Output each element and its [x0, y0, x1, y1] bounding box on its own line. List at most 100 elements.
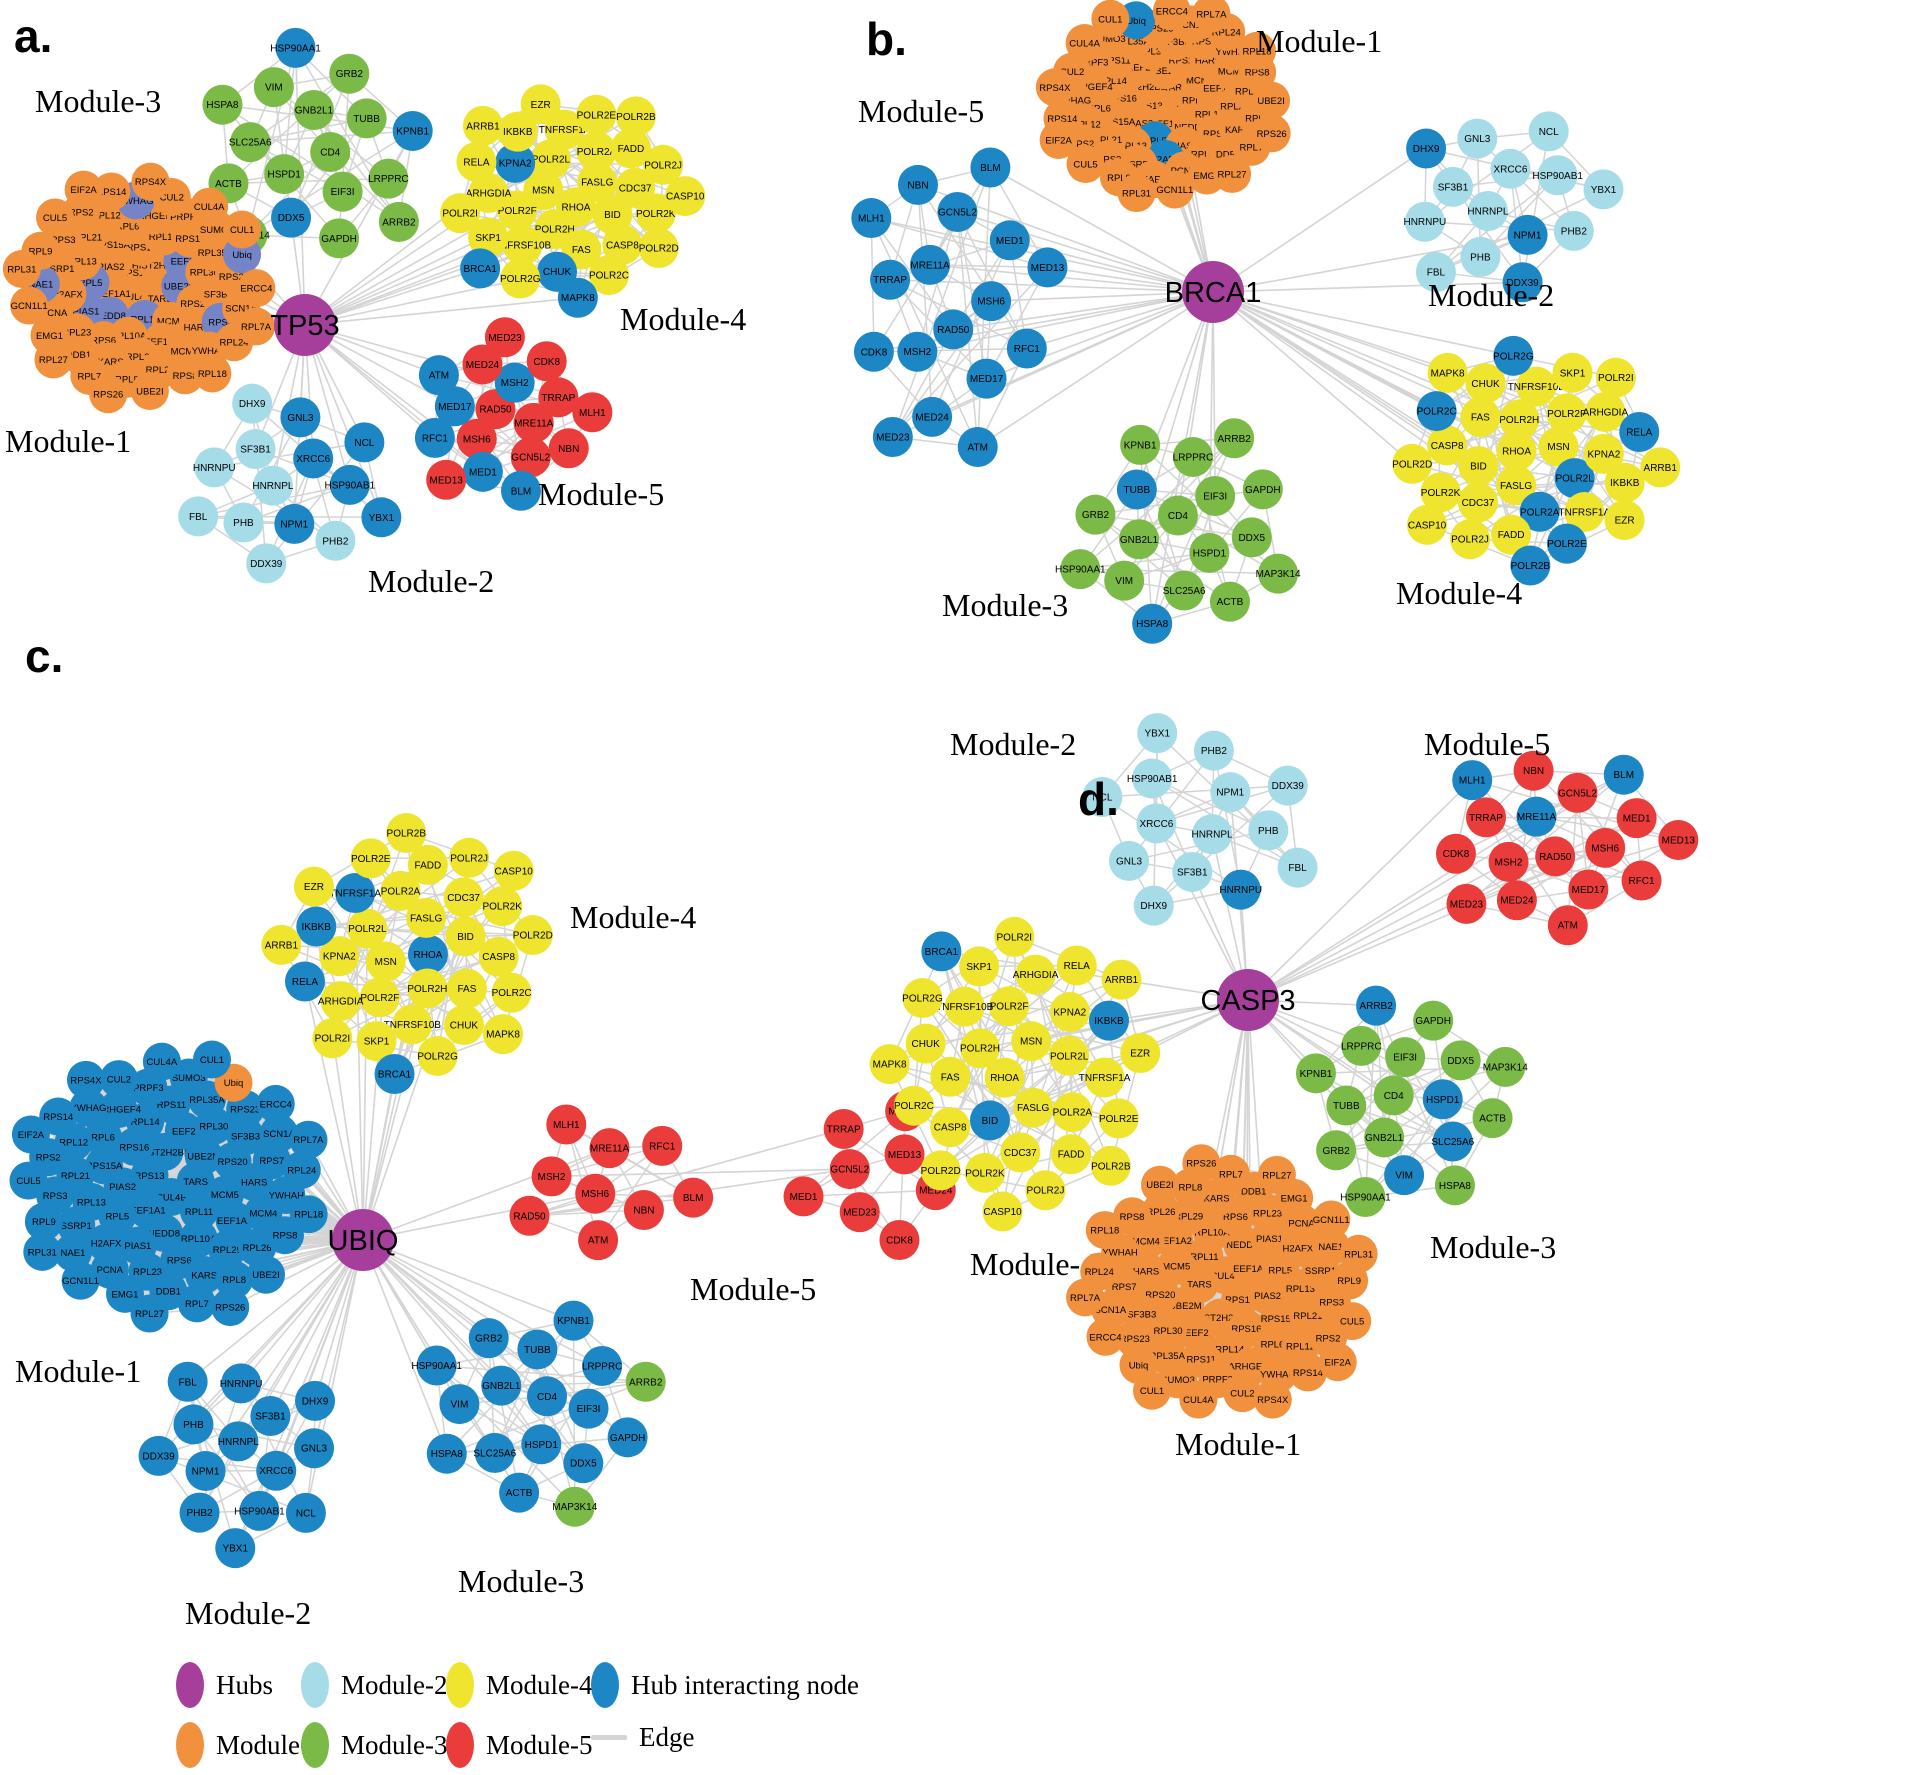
node-label-MED1: MED1	[790, 1192, 818, 1203]
node-label-BID: BID	[1470, 461, 1487, 472]
node-label-DDB1: DDB1	[66, 350, 91, 361]
hub-edge	[1212, 281, 1523, 293]
node-MLH1: MLH1	[1452, 760, 1493, 801]
node-circle-HSPA8	[202, 84, 243, 125]
node-label-Ubiq: Ubiq	[1129, 1361, 1149, 1372]
node-label-NPM1: NPM1	[192, 1466, 220, 1477]
node-MED17: MED17	[966, 358, 1007, 399]
node-label-RPS14: RPS14	[96, 187, 126, 198]
node-label-TARS: TARS	[1164, 82, 1189, 93]
node-label-MSH6: MSH6	[581, 1189, 609, 1200]
node-label-CDK8: CDK8	[886, 1235, 913, 1246]
node-CASP8: CASP8	[930, 1107, 971, 1148]
node-NBN: NBN	[623, 1189, 664, 1230]
node-circle-MLH1	[851, 198, 892, 239]
node-label-GCN5L2: GCN5L2	[1558, 788, 1597, 799]
node-label-HSP90AB1: HSP90AB1	[324, 480, 375, 491]
legend-label: Module-2	[341, 1669, 448, 1700]
hub-circle-TP53	[274, 294, 336, 356]
node-FASLG: FASLG	[1013, 1087, 1054, 1128]
node-circle-CHUK	[443, 1004, 484, 1045]
node-label-EEF1A2: EEF1A2	[144, 337, 179, 348]
node-label-ARRB2: ARRB2	[1218, 434, 1252, 445]
node-circle-GCN5L2	[829, 1149, 870, 1190]
node-label-HARS: HARS	[241, 1178, 267, 1189]
node-MRE11A: MRE11A	[1516, 796, 1557, 837]
node-GNL3: GNL3	[1109, 840, 1150, 881]
node-circle-MED24	[462, 344, 503, 385]
node-label-RPS3: RPS3	[51, 235, 76, 246]
node-label-DDX39: DDX39	[250, 559, 283, 570]
node-label-RPL30: RPL30	[1137, 46, 1166, 57]
node-label-CASP10: CASP10	[983, 1207, 1022, 1218]
node-circle-GNB2L1	[293, 89, 334, 130]
node-circle-HNRNPU	[221, 1363, 262, 1404]
node-DHX9: DHX9	[1133, 885, 1174, 926]
node-label-MSH2: MSH2	[903, 347, 931, 358]
node-RHOA: RHOA	[407, 934, 448, 975]
node-label-CDK8: CDK8	[1443, 849, 1470, 860]
node-label-DDX5: DDX5	[1447, 1056, 1474, 1067]
node-MAP3K14: MAP3K14	[1256, 553, 1301, 594]
node-label-DHX9: DHX9	[239, 399, 266, 410]
node-label-RPS3: RPS3	[1097, 154, 1122, 165]
node-label-POLR2D: POLR2D	[1392, 459, 1432, 470]
hub-edge	[991, 291, 1214, 302]
node-label-MRE11A: MRE11A	[590, 1144, 630, 1155]
node-RELA: RELA	[1619, 411, 1660, 452]
node-label-ARHGDIA: ARHGDIA	[466, 188, 512, 199]
node-RPL7A: RPL7A	[289, 1120, 328, 1159]
node-circle-HNRNPU	[194, 447, 235, 488]
node-circle-EIF3I	[1195, 475, 1236, 516]
node-CUL2: CUL2	[99, 1060, 138, 1099]
node-label-SKP1: SKP1	[966, 962, 992, 973]
node-label-UBE2I: UBE2I	[252, 1270, 279, 1281]
node-FBL: FBL	[1415, 252, 1456, 293]
node-circle-FADD	[610, 128, 651, 169]
node-label-RPL18: RPL18	[198, 369, 227, 380]
node-circle-HSP90AB1	[1537, 155, 1578, 196]
node-circle-RPL27	[1213, 154, 1252, 193]
node-CDK8: CDK8	[853, 331, 894, 372]
node-label-H2AFX: H2AFX	[52, 289, 83, 300]
node-RELA: RELA	[456, 141, 497, 182]
node-circle-LRPPRC	[582, 1345, 623, 1386]
node-MED23: MED23	[839, 1192, 880, 1233]
node-MSN: MSN	[365, 941, 406, 982]
module-label-a-m2: Module-2	[368, 563, 494, 599]
node-label-RPL26: RPL26	[242, 1243, 271, 1254]
node-label-RELA: RELA	[463, 157, 489, 168]
node-ARHGDIA: ARHGDIA	[318, 981, 364, 1022]
node-label-RPL9: RPL9	[32, 1217, 56, 1228]
node-label-SCN1A: SCN1A	[263, 1129, 295, 1140]
edge	[1138, 437, 1235, 540]
node-MSN: MSN	[1011, 1021, 1052, 1062]
legend-item-edge: Edge	[591, 1722, 694, 1753]
node-MRE11A: MRE11A	[513, 402, 554, 443]
node-label-UBE2M: UBE2M	[187, 1151, 220, 1162]
node-HSPA8: HSPA8	[1132, 603, 1173, 644]
node-label-CUL4A: CUL4A	[1183, 1395, 1214, 1406]
node-circle-POLR2E	[350, 838, 391, 879]
edge	[917, 184, 933, 417]
node-circle-POLR2F	[497, 190, 538, 231]
node-circle-SKP1	[468, 217, 509, 258]
node-DDX39: DDX39	[1267, 765, 1308, 806]
node-GNB2L1: GNB2L1	[293, 89, 334, 130]
node-label-RPL8: RPL8	[222, 1275, 246, 1286]
module-label-d-m5: Module-5	[1424, 726, 1550, 762]
node-label-SF3B1: SF3B1	[1177, 867, 1208, 878]
node-circle-DHX9	[1406, 128, 1447, 169]
node-label-KPNB1: KPNB1	[1300, 1069, 1333, 1080]
node-MAP3K14: MAP3K14	[552, 1486, 598, 1527]
node-label-RPL5: RPL5	[79, 278, 103, 289]
node-label-DDB1: DDB1	[1241, 1186, 1266, 1197]
node-PHB2: PHB2	[1553, 210, 1594, 251]
node-ARHGEF4: ARHGEF4	[96, 1090, 141, 1129]
node-circle-CUL5	[9, 1161, 48, 1200]
legend-item-module-2: Module-2	[301, 1662, 447, 1708]
node-circle-PHB	[1460, 236, 1501, 277]
node-CUL1: CUL1	[1091, 0, 1130, 38]
panel-letter-c: c.	[25, 630, 63, 682]
node-label-MSH2: MSH2	[1495, 857, 1523, 868]
